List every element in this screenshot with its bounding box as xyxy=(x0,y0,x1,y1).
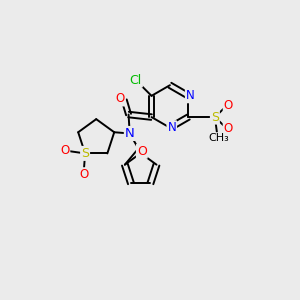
Text: O: O xyxy=(80,168,89,181)
Text: N: N xyxy=(125,127,135,140)
Text: N: N xyxy=(186,89,194,102)
Text: Cl: Cl xyxy=(130,74,142,87)
Text: O: O xyxy=(60,144,69,157)
Text: O: O xyxy=(137,145,147,158)
Text: O: O xyxy=(116,92,125,106)
Text: O: O xyxy=(224,100,233,112)
Text: N: N xyxy=(167,121,176,134)
Text: S: S xyxy=(81,147,89,160)
Text: S: S xyxy=(211,111,219,124)
Text: O: O xyxy=(224,122,233,135)
Text: CH₃: CH₃ xyxy=(209,133,230,143)
